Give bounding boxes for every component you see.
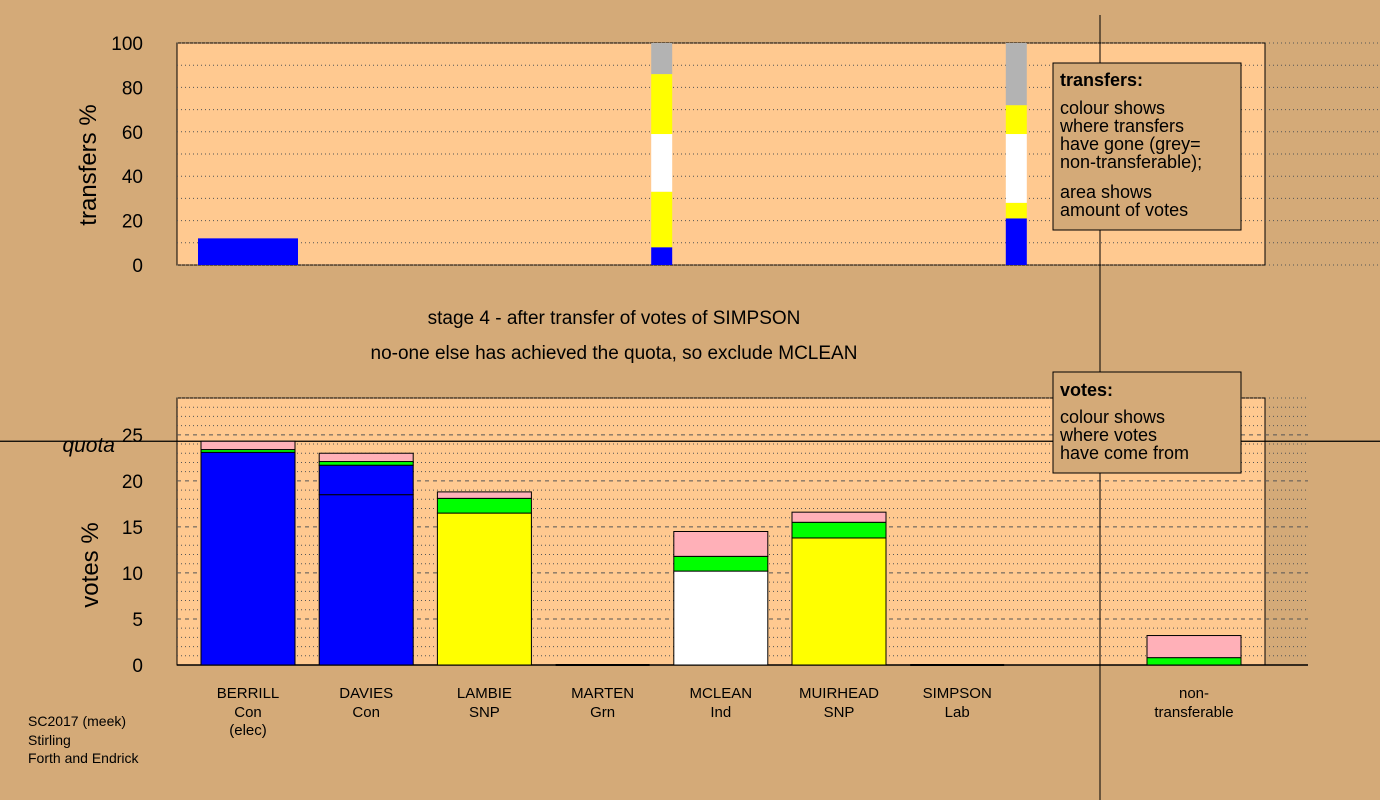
transfer-bar-segment <box>1005 202 1027 219</box>
votes-y-tick-label: 20 <box>122 472 143 493</box>
transfer-bar-segment <box>1005 134 1027 203</box>
candidate-party-label: Con <box>234 704 262 721</box>
transfers-y-ticks: 0 20 40 60 80 100 <box>111 34 143 277</box>
vote-bar-segment <box>791 511 887 523</box>
vote-bar-segment <box>791 521 887 539</box>
candidate-name-label: DAVIES <box>339 685 393 702</box>
transfer-bar-segment <box>651 74 673 135</box>
votes-y-tick-label: 0 <box>132 656 143 677</box>
vote-bar-segment <box>673 555 769 572</box>
footer-line: Forth and Endrick <box>28 750 139 766</box>
votes-y-ticks: 0 5 10 15 20 25 <box>122 426 143 677</box>
vote-bar-segment <box>436 512 532 666</box>
candidate-party-label: Grn <box>590 704 615 721</box>
transfer-bar-segment <box>651 247 673 265</box>
candidate-name-label: MARTEN <box>571 685 634 702</box>
transfers-legend-line: colour shows <box>1060 98 1165 118</box>
transfer-bar-segment <box>651 134 673 192</box>
nontransferable-label: non- <box>1179 685 1209 702</box>
candidate-party-label: SNP <box>824 704 855 721</box>
votes-x-labels: BERRILLCon(elec)DAVIESConLAMBIESNPMARTEN… <box>217 685 1234 739</box>
transfer-bar-segment <box>651 43 673 75</box>
transfers-y-tick-label: 60 <box>122 123 143 144</box>
transfers-y-axis-label: transfers % <box>75 104 102 225</box>
transfers-bars <box>198 43 1027 265</box>
quota-label: quota <box>62 434 115 457</box>
transfer-bar-segment <box>651 191 673 248</box>
nontransferable-bar-segment <box>1146 635 1242 659</box>
vote-bar-segment <box>436 497 532 514</box>
nontransferable-label: transferable <box>1154 704 1233 721</box>
transfers-legend-line: have gone (grey= <box>1060 134 1201 154</box>
candidate-name-label: LAMBIE <box>457 685 512 702</box>
votes-legend-line: colour shows <box>1060 407 1165 427</box>
transfers-y-tick-label: 80 <box>122 78 143 99</box>
transfers-legend-box <box>1052 62 1242 231</box>
votes-y-tick-label: 5 <box>132 610 143 631</box>
vote-bar-segment <box>436 491 532 499</box>
footer-line: Stirling <box>28 732 71 748</box>
transfers-legend-line: amount of votes <box>1060 200 1188 220</box>
vote-bar-segment <box>673 570 769 666</box>
transfer-bar-segment <box>198 238 298 265</box>
candidate-name-label: MCLEAN <box>690 685 753 702</box>
votes-bars <box>200 440 1242 666</box>
candidate-status-label: (elec) <box>229 722 267 739</box>
votes-legend-line: where votes <box>1059 425 1157 445</box>
transfers-y-tick-label: 20 <box>122 212 143 233</box>
votes-legend-box <box>1052 371 1242 474</box>
candidate-party-label: SNP <box>469 704 500 721</box>
nontransferable-bar-segment <box>1146 657 1242 666</box>
vote-bar-segment <box>318 452 414 463</box>
transfers-y-tick-label: 0 <box>132 256 143 277</box>
votes-legend-title: votes: <box>1060 380 1113 400</box>
footer-line: SC2017 (meek) <box>28 713 126 729</box>
votes-y-axis-label: votes % <box>77 522 104 607</box>
transfer-bar-segment <box>1005 43 1027 106</box>
transfers-legend: transfers: colour shows where transfers … <box>1052 62 1242 231</box>
votes-legend: votes: colour shows where votes have com… <box>1052 371 1242 474</box>
candidate-party-label: Lab <box>945 704 970 721</box>
transfer-bar-segment <box>1005 105 1027 135</box>
votes-y-tick-label: 25 <box>122 426 143 447</box>
footer: SC2017 (meek) Stirling Forth and Endrick <box>28 713 139 766</box>
stage-subtitle: no-one else has achieved the quota, so e… <box>371 343 858 364</box>
candidate-name-label: BERRILL <box>217 685 280 702</box>
vote-bar-segment <box>200 440 296 451</box>
vote-bar-segment <box>200 451 296 666</box>
transfer-bar-segment <box>1005 218 1027 265</box>
candidate-party-label: Con <box>352 704 380 721</box>
vote-bar-segment <box>318 464 414 496</box>
transfers-legend-line: area shows <box>1060 182 1152 202</box>
candidate-name-label: SIMPSON <box>923 685 992 702</box>
votes-y-tick-label: 15 <box>122 518 143 539</box>
stage-title: stage 4 - after transfer of votes of SIM… <box>428 308 801 329</box>
transfers-y-tick-label: 100 <box>111 34 143 55</box>
transfers-legend-line: non-transferable); <box>1060 152 1202 172</box>
transfers-legend-title: transfers: <box>1060 70 1143 90</box>
vote-bar-segment <box>673 531 769 557</box>
transfers-y-tick-label: 40 <box>122 167 143 188</box>
vote-bar-segment <box>318 461 414 466</box>
vote-bar-segment <box>318 494 414 666</box>
votes-y-tick-label: 10 <box>122 564 143 585</box>
votes-legend-line: have come from <box>1060 443 1189 463</box>
transfers-gridlines <box>177 42 1380 266</box>
candidate-name-label: MUIRHEAD <box>799 685 879 702</box>
transfers-legend-line: where transfers <box>1059 116 1184 136</box>
vote-bar-segment <box>791 537 887 666</box>
candidate-party-label: Ind <box>710 704 731 721</box>
